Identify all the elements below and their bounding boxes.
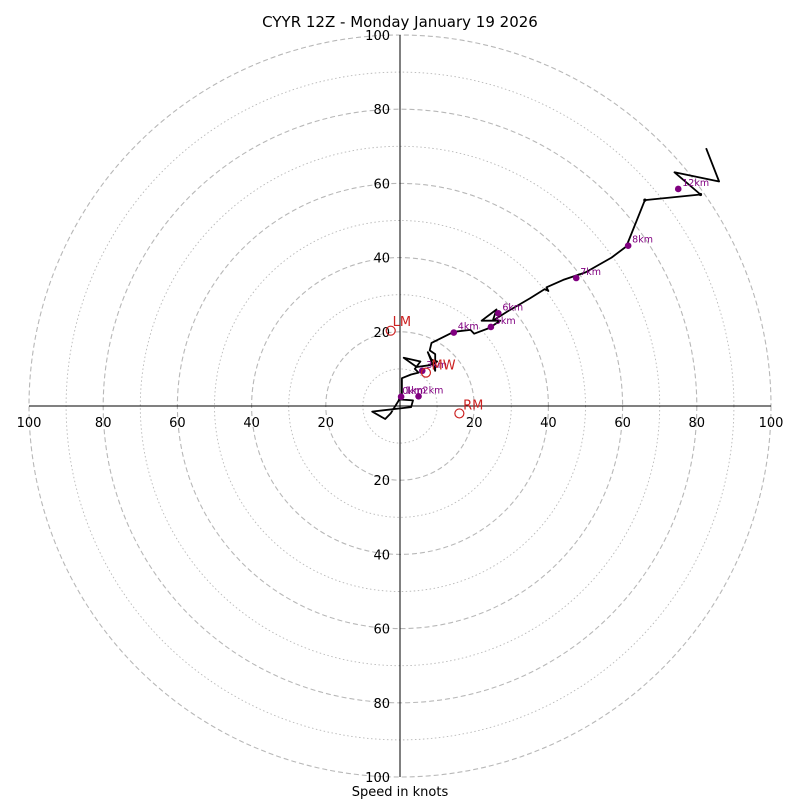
tick-label-left: 60 xyxy=(169,416,186,431)
trace-vertex xyxy=(698,192,703,197)
height-label: 2km xyxy=(423,385,444,396)
height-marker-point xyxy=(495,309,502,317)
motion-marker-circle xyxy=(420,367,432,378)
height-marker-point xyxy=(572,274,580,282)
tick-labels: 2020202040404040606060608080808010010010… xyxy=(17,29,784,786)
tick-label-right: 60 xyxy=(614,416,631,431)
tick-label-left: 100 xyxy=(17,416,42,431)
height-label: 3km xyxy=(426,360,447,371)
tick-label-up: 40 xyxy=(373,252,390,267)
tick-label-down: 20 xyxy=(373,474,390,489)
tick-label-right: 80 xyxy=(689,416,706,431)
height-label: 0km xyxy=(402,386,423,397)
tick-label-right: 100 xyxy=(759,416,784,431)
wind-profile-line xyxy=(371,147,720,420)
height-marker-point xyxy=(674,185,682,193)
chart-title: CYYR 12Z - Monday January 19 2026 xyxy=(262,13,538,31)
tick-label-left: 80 xyxy=(95,416,112,431)
motion-marker-label: RM xyxy=(463,399,483,414)
trace-vertex xyxy=(643,198,647,202)
tick-label-down: 100 xyxy=(365,771,390,786)
tick-label-left: 20 xyxy=(318,416,335,431)
height-label: 5km xyxy=(495,316,516,327)
height-label: 8km xyxy=(632,235,653,246)
height-label: 1km xyxy=(405,386,426,397)
storm-motion-markers: LM RM MW xyxy=(385,315,483,419)
tick-label-up: 60 xyxy=(373,177,390,192)
height-marker-point xyxy=(624,242,632,250)
x-axis-label: Speed in knots xyxy=(352,785,449,800)
height-label: 4km xyxy=(458,322,479,333)
motion-marker-label: LM xyxy=(393,315,411,330)
motion-marker-circle xyxy=(385,325,396,336)
tick-label-right: 40 xyxy=(540,416,557,431)
tick-label-down: 40 xyxy=(373,548,390,563)
motion-marker-label: MW xyxy=(432,359,456,374)
height-label: 6km xyxy=(502,302,523,313)
tick-label-down: 60 xyxy=(373,623,390,638)
height-marker-point xyxy=(487,323,495,331)
height-marker-point xyxy=(397,393,405,401)
tick-label-right: 20 xyxy=(466,416,483,431)
height-label: 7km xyxy=(580,267,601,278)
tick-label-up: 80 xyxy=(373,103,390,118)
height-label: 12km xyxy=(682,178,709,189)
height-marker-point xyxy=(415,393,422,400)
tick-label-down: 80 xyxy=(373,697,390,712)
axes xyxy=(29,35,771,777)
height-marker-point xyxy=(450,329,458,336)
tick-label-up: 100 xyxy=(365,29,390,44)
motion-marker-circle xyxy=(454,408,465,419)
tick-label-left: 40 xyxy=(243,416,260,431)
wind-trace xyxy=(371,147,720,420)
